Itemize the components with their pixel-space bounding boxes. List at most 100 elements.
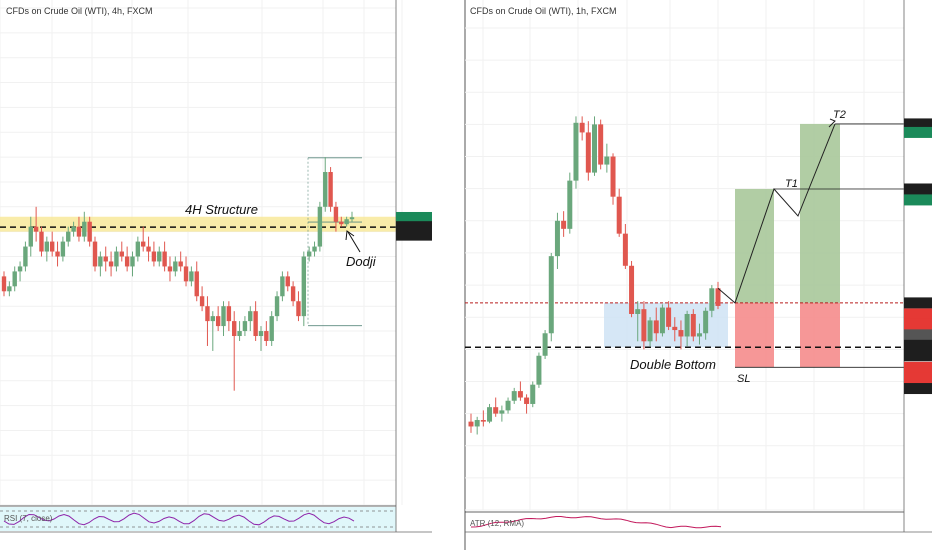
candle-body bbox=[312, 246, 317, 252]
candle-body bbox=[505, 400, 511, 411]
price-badge bbox=[904, 350, 932, 362]
price-badge bbox=[396, 211, 432, 223]
candle-body bbox=[114, 251, 119, 267]
candle-body bbox=[579, 122, 585, 133]
candle-body bbox=[269, 316, 274, 341]
left-chart-panel[interactable]: CFDs on Crude Oil (WTI), 4h, FXCM 4H Str… bbox=[0, 0, 432, 550]
candle-body bbox=[573, 122, 579, 181]
price-badge bbox=[904, 361, 932, 373]
fibonacci-retracement[interactable] bbox=[307, 157, 362, 327]
candle-body bbox=[709, 288, 715, 311]
price-badge bbox=[904, 329, 932, 341]
price-badge bbox=[904, 339, 932, 351]
candle-body bbox=[92, 241, 98, 267]
candle-body bbox=[55, 251, 60, 257]
right-price-badges bbox=[904, 118, 932, 395]
candle-body bbox=[554, 220, 560, 257]
candle-body bbox=[678, 330, 684, 337]
candle-body bbox=[253, 311, 258, 337]
candle-body bbox=[146, 246, 151, 252]
candle-body bbox=[703, 310, 709, 334]
candle-body bbox=[215, 316, 221, 327]
candle-body bbox=[189, 271, 194, 282]
candle-body bbox=[301, 256, 307, 317]
candle-body bbox=[242, 321, 248, 332]
candle-body bbox=[349, 217, 355, 220]
right-chart-panel[interactable]: CFDs on Crude Oil (WTI), 1h, FXCM T1 T2 … bbox=[465, 0, 932, 533]
candle-body bbox=[715, 288, 721, 306]
candle-body bbox=[306, 251, 312, 257]
candle-body bbox=[641, 309, 647, 342]
candle-body bbox=[39, 231, 44, 252]
rsi-pane[interactable]: RSI (7, close) bbox=[0, 507, 396, 531]
candle-body bbox=[548, 256, 554, 334]
candle-body bbox=[666, 307, 672, 327]
candle-body bbox=[604, 156, 610, 165]
candle-body bbox=[157, 251, 162, 262]
candle-body bbox=[151, 251, 157, 262]
candle-body bbox=[162, 251, 167, 267]
candle-body bbox=[199, 296, 205, 307]
candle-body bbox=[183, 266, 189, 282]
candle-body bbox=[487, 407, 493, 422]
candle-body bbox=[49, 241, 55, 252]
candle-body bbox=[524, 397, 530, 404]
left-chart-title: CFDs on Crude Oil (WTI), 4h, FXCM bbox=[6, 6, 153, 16]
structure-label: 4H Structure bbox=[185, 202, 258, 217]
candle-body bbox=[124, 256, 130, 267]
sl-label: SL bbox=[737, 373, 750, 385]
candle-body bbox=[76, 226, 82, 237]
candle-body bbox=[28, 226, 33, 247]
candle-body bbox=[119, 251, 124, 257]
candle-body bbox=[542, 333, 548, 356]
candle-body bbox=[344, 219, 349, 225]
candle-body bbox=[7, 286, 12, 292]
price-badge bbox=[904, 126, 932, 138]
candle-body bbox=[684, 313, 690, 337]
left-candles bbox=[1, 157, 355, 391]
candle-body bbox=[173, 261, 178, 272]
candle-body bbox=[232, 321, 237, 337]
candle-body bbox=[1, 276, 7, 292]
candle-body bbox=[493, 407, 499, 414]
candle-body bbox=[87, 221, 92, 242]
candle-body bbox=[610, 156, 616, 197]
price-badge bbox=[904, 118, 932, 130]
candle-body bbox=[480, 420, 486, 422]
candle-body bbox=[226, 306, 232, 322]
candle-body bbox=[536, 355, 542, 385]
atr-label: ATR (12, RMA) bbox=[470, 519, 524, 528]
candle-body bbox=[635, 309, 641, 314]
candle-body bbox=[205, 306, 210, 322]
candle-body bbox=[598, 124, 604, 165]
candle-body bbox=[517, 391, 523, 398]
right-candles bbox=[468, 116, 721, 435]
price-badge bbox=[396, 221, 432, 233]
candle-body bbox=[592, 124, 597, 173]
atr-pane[interactable]: ATR (12, RMA) bbox=[470, 516, 722, 529]
price-badge bbox=[396, 229, 432, 241]
candle-body bbox=[585, 132, 591, 173]
right-chart-title: CFDs on Crude Oil (WTI), 1h, FXCM bbox=[470, 6, 617, 16]
candle-body bbox=[274, 296, 280, 317]
structure-zone bbox=[0, 216, 396, 232]
candle-body bbox=[290, 286, 296, 302]
candle-body bbox=[659, 307, 665, 334]
panel-gap bbox=[432, 0, 465, 550]
candle-body bbox=[333, 206, 339, 222]
candle-body bbox=[12, 271, 17, 287]
candle-body bbox=[17, 266, 23, 272]
candle-body bbox=[511, 391, 517, 401]
candle-body bbox=[561, 220, 567, 229]
candle-body bbox=[499, 410, 505, 414]
t1-label: T1 bbox=[785, 178, 798, 190]
dodji-label: Dodji bbox=[346, 254, 377, 269]
candle-body bbox=[647, 320, 653, 342]
price-projection-path bbox=[717, 123, 836, 304]
candle-body bbox=[167, 266, 173, 272]
candle-body bbox=[264, 331, 269, 341]
price-badge bbox=[904, 194, 932, 206]
rsi-line bbox=[3, 512, 355, 526]
candle-body bbox=[248, 311, 253, 322]
candle-body bbox=[141, 241, 146, 247]
